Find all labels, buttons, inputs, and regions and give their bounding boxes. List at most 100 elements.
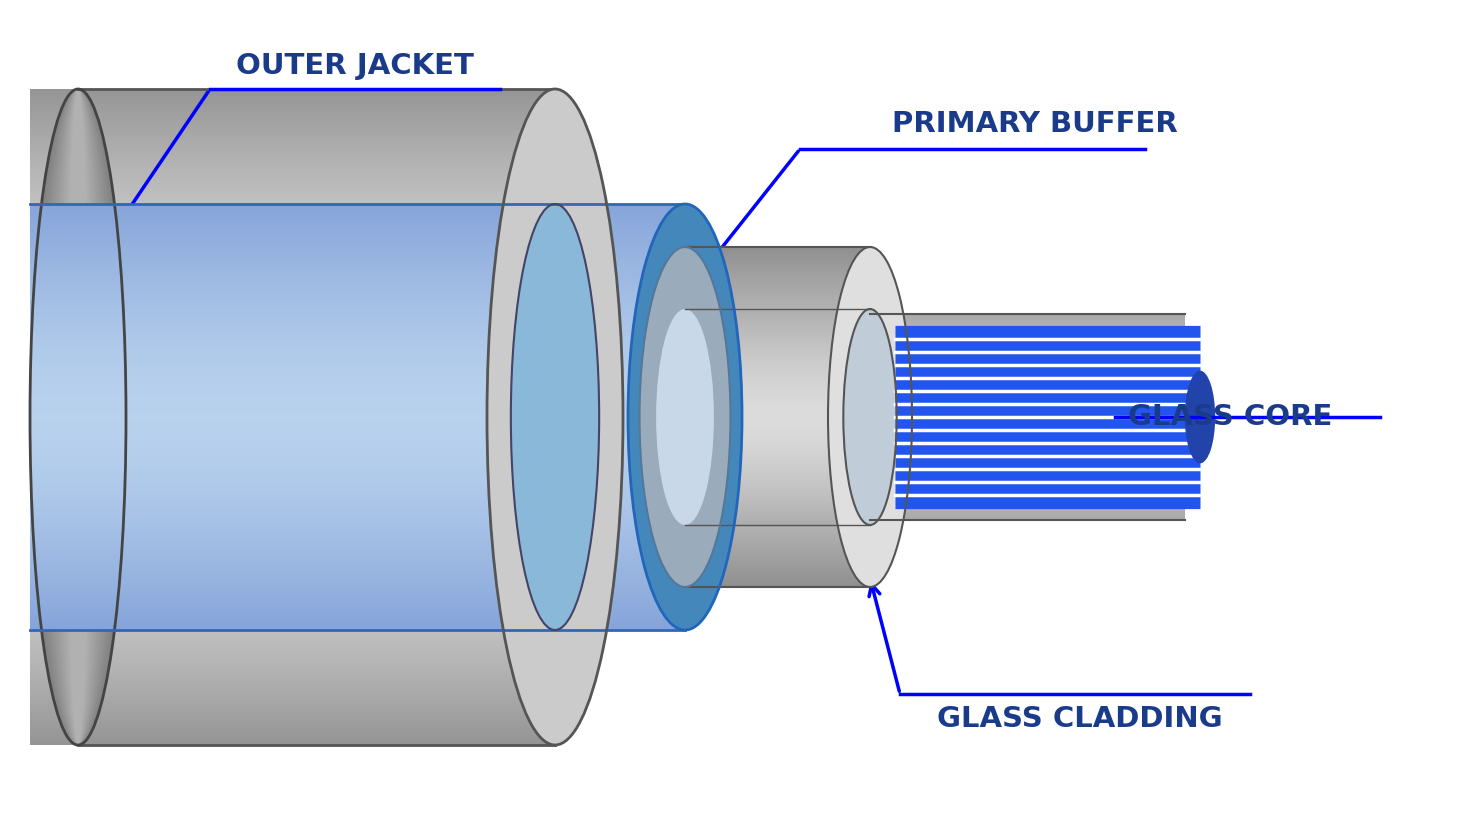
Bar bbox=[870, 317, 1185, 318]
Bar bbox=[870, 515, 1185, 516]
Bar bbox=[870, 476, 1185, 477]
Bar bbox=[31, 546, 684, 548]
Bar bbox=[870, 469, 1185, 470]
Bar bbox=[684, 363, 875, 364]
Bar bbox=[31, 495, 684, 497]
Bar bbox=[684, 571, 875, 573]
Bar bbox=[684, 508, 875, 510]
Bar bbox=[31, 280, 554, 283]
Bar bbox=[870, 458, 1185, 459]
Bar bbox=[31, 479, 554, 481]
Bar bbox=[31, 226, 684, 228]
Ellipse shape bbox=[487, 89, 623, 745]
Bar bbox=[684, 433, 875, 435]
Bar bbox=[31, 580, 684, 582]
Bar bbox=[31, 294, 684, 295]
Ellipse shape bbox=[829, 247, 912, 587]
Bar bbox=[870, 364, 1185, 365]
Bar bbox=[684, 350, 875, 351]
Bar bbox=[31, 228, 684, 229]
Bar bbox=[684, 484, 875, 485]
Bar bbox=[684, 470, 875, 471]
Bar bbox=[684, 404, 875, 405]
Bar bbox=[31, 424, 684, 425]
Bar bbox=[870, 419, 1185, 420]
Bar bbox=[684, 441, 875, 442]
Bar bbox=[31, 237, 684, 238]
Bar bbox=[870, 335, 1185, 337]
Bar bbox=[870, 380, 1185, 381]
Bar bbox=[870, 422, 1185, 423]
Bar bbox=[870, 337, 1185, 339]
Bar bbox=[31, 365, 684, 367]
Bar bbox=[684, 445, 875, 446]
Bar bbox=[870, 452, 1185, 453]
Bar bbox=[684, 319, 875, 320]
Bar bbox=[684, 348, 875, 349]
Bar bbox=[870, 395, 1185, 396]
Bar bbox=[684, 424, 875, 425]
Bar bbox=[870, 421, 1185, 422]
Bar bbox=[684, 516, 875, 517]
Bar bbox=[684, 438, 875, 440]
Bar bbox=[31, 292, 684, 294]
Bar bbox=[684, 348, 875, 349]
Bar bbox=[31, 224, 684, 225]
Bar bbox=[31, 536, 554, 539]
Bar bbox=[870, 379, 1185, 380]
Bar bbox=[684, 490, 875, 491]
Bar bbox=[684, 346, 875, 347]
Bar bbox=[684, 363, 875, 364]
Bar bbox=[684, 520, 875, 521]
Ellipse shape bbox=[487, 89, 623, 745]
Bar bbox=[684, 309, 875, 310]
Bar bbox=[684, 471, 875, 472]
Bar bbox=[31, 628, 554, 631]
Bar bbox=[870, 426, 1185, 427]
Bar bbox=[31, 543, 554, 545]
Bar bbox=[684, 256, 875, 257]
Bar bbox=[31, 449, 684, 450]
Bar bbox=[31, 314, 684, 316]
Bar bbox=[31, 635, 554, 637]
Ellipse shape bbox=[487, 89, 623, 745]
Bar bbox=[31, 541, 554, 543]
Bar bbox=[684, 425, 875, 426]
Bar bbox=[31, 607, 554, 609]
Bar bbox=[31, 309, 684, 310]
Bar bbox=[870, 406, 1185, 407]
Bar bbox=[684, 476, 875, 477]
Bar bbox=[684, 322, 875, 324]
Bar bbox=[684, 453, 875, 455]
Bar bbox=[684, 447, 875, 448]
Bar bbox=[31, 324, 684, 325]
Bar bbox=[31, 149, 554, 151]
Bar bbox=[31, 468, 684, 470]
Bar bbox=[684, 429, 875, 430]
Bar bbox=[870, 332, 1185, 333]
Bar bbox=[31, 583, 684, 584]
Bar bbox=[684, 556, 875, 557]
Bar bbox=[870, 380, 1185, 381]
Bar bbox=[870, 450, 1185, 451]
Bar bbox=[31, 497, 554, 499]
Bar bbox=[684, 333, 875, 334]
Bar bbox=[684, 434, 875, 435]
Bar bbox=[870, 436, 1185, 437]
Bar bbox=[31, 611, 684, 613]
Bar bbox=[31, 208, 684, 209]
Bar bbox=[31, 506, 684, 508]
Ellipse shape bbox=[829, 247, 912, 587]
Bar bbox=[31, 100, 554, 102]
Bar bbox=[31, 504, 684, 505]
Bar bbox=[31, 117, 554, 118]
Bar bbox=[31, 443, 554, 445]
Bar bbox=[870, 462, 1185, 463]
Bar bbox=[870, 442, 1185, 443]
Bar bbox=[870, 500, 1185, 501]
Bar bbox=[684, 472, 875, 473]
Bar bbox=[31, 376, 684, 378]
Bar bbox=[684, 458, 875, 459]
Bar bbox=[684, 409, 875, 410]
Bar bbox=[31, 216, 554, 219]
